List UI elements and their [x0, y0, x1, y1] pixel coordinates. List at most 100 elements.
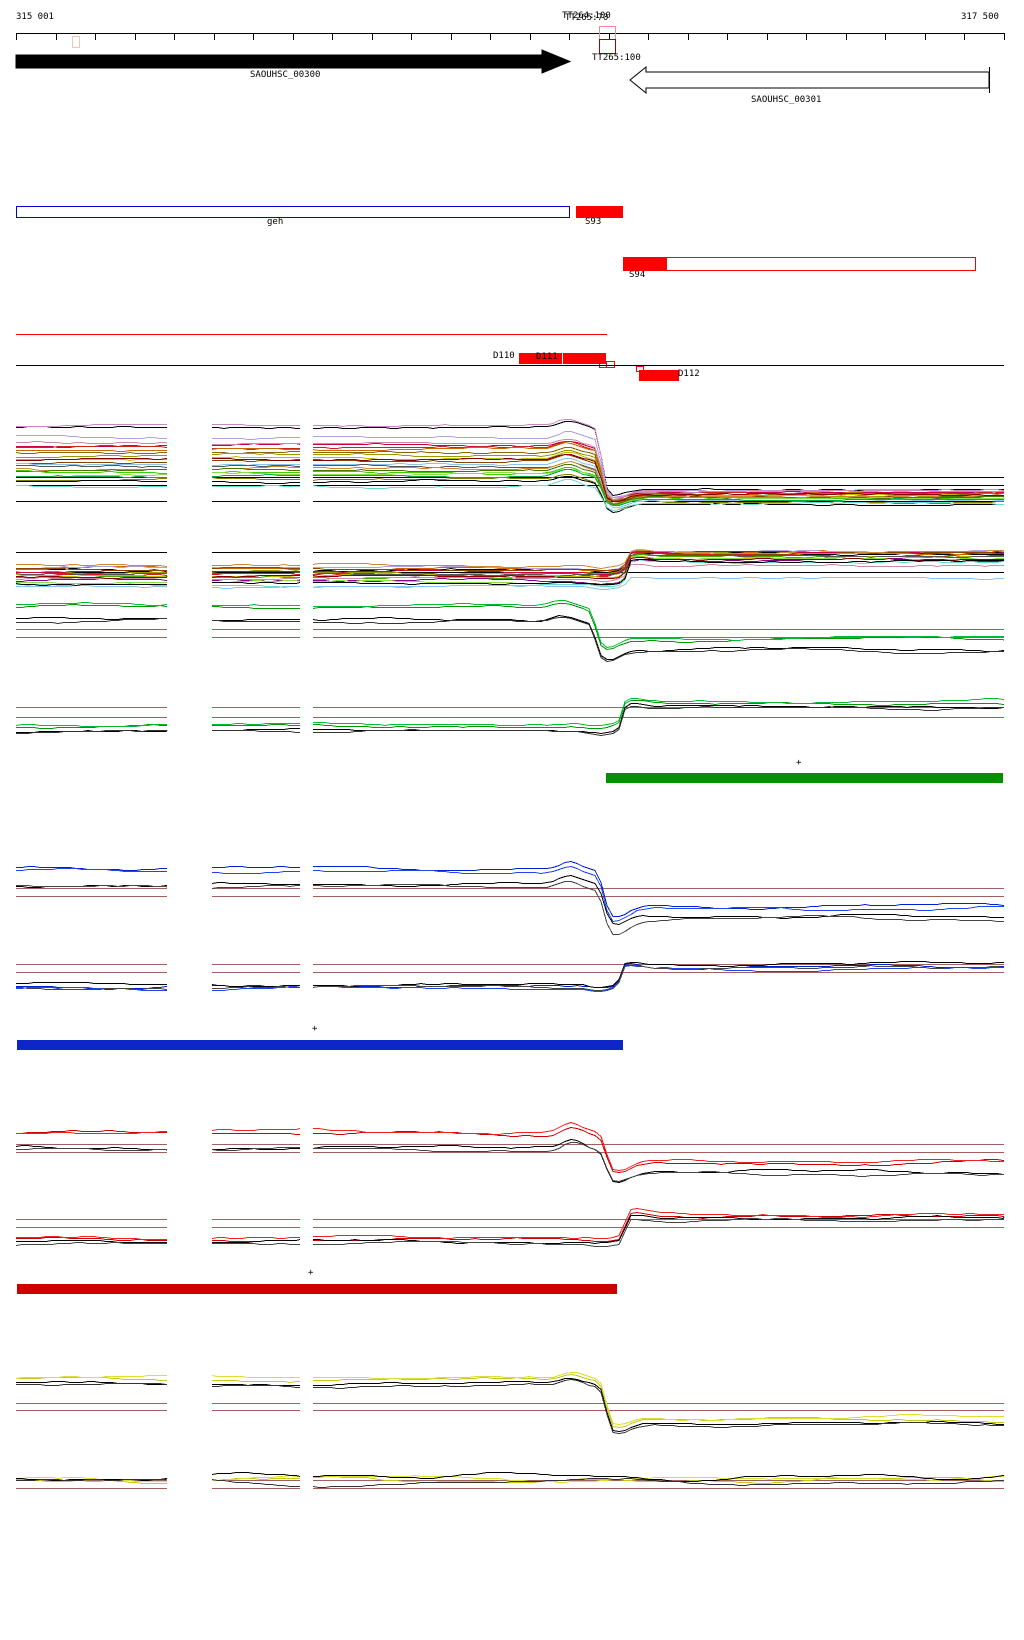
gene-arrow-saouhsc_00301[interactable]	[629, 65, 990, 95]
feature-s94-filled[interactable]	[623, 257, 667, 271]
coverage-series	[16, 455, 167, 458]
coverage-series	[313, 700, 1004, 729]
coverage-series	[16, 585, 168, 588]
coverage-series	[313, 421, 1004, 497]
coverage-series	[313, 1378, 1004, 1433]
ruler-label-right: 317 500	[961, 12, 999, 22]
coverage-series	[313, 467, 1004, 507]
coverage-series	[16, 618, 167, 625]
coverage-series	[212, 474, 300, 477]
coverage-series	[16, 987, 167, 990]
coverage-series	[15, 451, 167, 454]
track-5-blue-fwd	[16, 860, 1004, 935]
coverage-series	[212, 563, 300, 566]
s93-label: S93	[585, 217, 602, 227]
coverage-series	[212, 1474, 300, 1481]
tt265-box[interactable]	[599, 39, 616, 54]
feature-outline-box[interactable]	[606, 361, 615, 368]
track-4-green-rev	[15, 698, 1004, 737]
coverage-series	[312, 577, 1004, 590]
coverage-series	[16, 885, 167, 888]
tt264-label[interactable]: TT264:100	[562, 11, 611, 21]
coverage-series	[15, 574, 167, 577]
coverage-series	[211, 1237, 300, 1239]
coverage-series	[16, 441, 168, 444]
track-6-blue-rev	[16, 961, 1004, 992]
coverage-series	[312, 603, 1005, 651]
feature-d112-block[interactable]	[639, 370, 679, 381]
blue-region-bar[interactable]	[17, 1040, 623, 1050]
coverage-series	[16, 1478, 168, 1481]
annotation-features	[16, 26, 1004, 381]
coverage-series	[16, 1131, 167, 1134]
coverage-series	[212, 443, 300, 445]
plus-sign-red: +	[308, 1268, 314, 1278]
coverage-series	[313, 1218, 1004, 1247]
plus-sign-blue: +	[312, 1024, 318, 1034]
coverage-series	[313, 617, 1004, 663]
coverage-series	[212, 485, 300, 487]
coverage-series	[211, 984, 300, 987]
feature-d111-block[interactable]	[563, 353, 606, 364]
coverage-series	[15, 1145, 168, 1151]
coverage-series	[212, 453, 300, 456]
d112-label: D112	[678, 369, 700, 379]
coverage-series	[212, 427, 300, 430]
coverage-series	[212, 471, 300, 473]
coverage-series	[16, 1381, 167, 1385]
coverage-series	[16, 435, 167, 439]
coverage-series	[313, 469, 1004, 506]
track-10-yellow-rev	[16, 1472, 1005, 1489]
green-region-bar[interactable]	[606, 773, 1003, 783]
red-region-bar[interactable]	[17, 1284, 617, 1294]
coverage-series	[16, 576, 167, 580]
coverage-series	[212, 465, 300, 467]
coverage-series	[16, 459, 167, 462]
feature-d110-block[interactable]	[519, 353, 562, 364]
coverage-series	[211, 1479, 300, 1487]
coverage-series	[211, 1472, 301, 1477]
coverage-series	[16, 424, 167, 427]
coverage-series	[312, 1138, 1004, 1184]
coverage-series	[212, 619, 300, 621]
region-bars	[17, 773, 1003, 1294]
coverage-series	[16, 445, 167, 448]
coverage-series	[212, 576, 300, 578]
coverage-series	[312, 550, 1005, 570]
ruler-ghost-box[interactable]	[72, 36, 80, 48]
feature-s93[interactable]	[576, 206, 623, 218]
coverage-series	[312, 964, 1004, 991]
coverage-series	[16, 576, 168, 579]
coverage-series	[313, 476, 1004, 514]
d110-label: D110	[493, 351, 515, 361]
coverage-series	[16, 730, 167, 734]
coverage-series	[16, 463, 167, 467]
coverage-series	[313, 1372, 1004, 1426]
coverage-series	[313, 1472, 1004, 1482]
coverage-series	[312, 553, 1004, 576]
feature-geh[interactable]	[16, 206, 570, 218]
coverage-series	[16, 462, 167, 464]
tt265-70-label[interactable]: TT265:70	[565, 13, 609, 23]
track-7-red-fwd	[15, 1121, 1004, 1184]
coverage-series	[313, 600, 1004, 649]
d111-label: D111	[536, 352, 558, 362]
coverage-series	[313, 1373, 1004, 1429]
coverage-series	[212, 723, 300, 725]
gene-arrows	[15, 49, 990, 95]
coverage-series	[313, 705, 1004, 737]
coverage-series	[211, 885, 300, 889]
coverage-series	[16, 458, 167, 461]
coverage-series	[16, 568, 167, 571]
feature-s94-outline[interactable]	[623, 257, 976, 271]
feature-outline-box[interactable]	[636, 366, 644, 372]
coverage-series	[212, 578, 301, 580]
coverage-series	[16, 987, 167, 991]
tt265-100-label[interactable]: TT265:100	[592, 53, 641, 63]
coverage-series	[16, 474, 167, 478]
coverage-series	[313, 450, 1004, 502]
coverage-series	[15, 724, 167, 727]
coverage-series	[16, 617, 167, 620]
gene-arrow-saouhsc_00300[interactable]	[15, 49, 572, 74]
